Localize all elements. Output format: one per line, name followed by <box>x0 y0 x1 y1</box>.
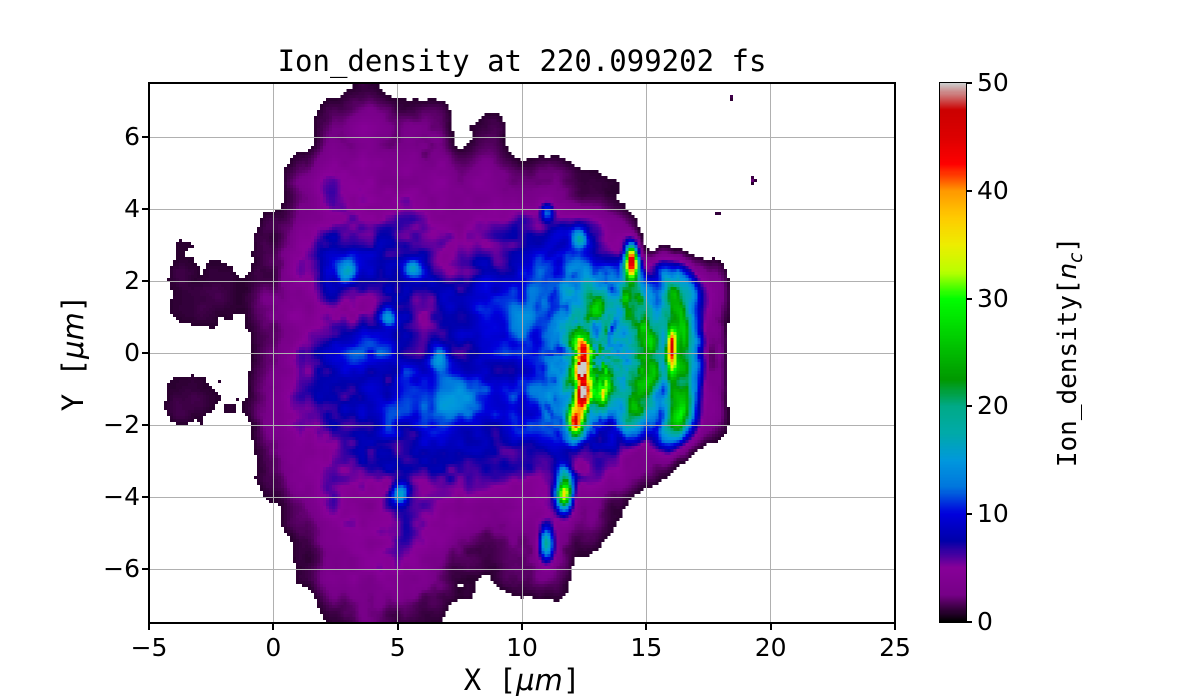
x-tick-mark <box>894 623 896 630</box>
gridline-horizontal <box>149 280 895 282</box>
x-tick-mark <box>769 623 772 630</box>
gridline-horizontal <box>149 424 895 426</box>
colorbar-tick-label: 10 <box>977 499 1009 529</box>
x-label-math: μm <box>516 663 563 697</box>
x-tick-mark <box>396 623 399 630</box>
colorbar-tick-label: 20 <box>977 391 1009 421</box>
x-label-suffix: ] <box>562 663 581 697</box>
colorbar-tick-mark <box>966 621 972 623</box>
y-tick-mark <box>142 208 149 210</box>
colorbar-tick-label: 50 <box>977 68 1009 97</box>
colorbar-tick-label: 0 <box>977 607 993 636</box>
x-axis-label: X [μm] <box>149 663 895 700</box>
colorbar-tick-mark <box>966 189 972 192</box>
x-label-prefix: X [ <box>463 663 517 697</box>
y-tick-label: 6 <box>124 122 140 151</box>
y-tick-label: 4 <box>124 194 140 223</box>
x-tick-label: 20 <box>754 633 787 662</box>
y-tick-mark <box>142 568 149 570</box>
colorbar-label-sub: c <box>1066 252 1088 263</box>
colorbar-tick-label: 40 <box>977 175 1009 205</box>
colorbar-label-suffix: ] <box>1052 236 1083 253</box>
x-tick-label: 25 <box>879 633 911 662</box>
y-tick-mark <box>142 496 149 498</box>
y-label-suffix: ] <box>56 294 90 313</box>
x-tick-mark <box>521 623 523 630</box>
x-tick-mark <box>645 623 648 630</box>
y-tick-label: 0 <box>124 338 140 367</box>
colorbar-gradient <box>940 83 966 622</box>
colorbar-tick-mark <box>966 82 972 84</box>
x-tick-label: 10 <box>506 633 538 662</box>
gridline-horizontal <box>149 352 895 354</box>
gridline-horizontal <box>149 568 895 570</box>
gridline-horizontal <box>149 136 895 138</box>
colorbar-tick-label: 30 <box>977 283 1009 313</box>
x-tick-mark <box>272 623 275 630</box>
colorbar-tick-mark <box>966 297 972 300</box>
y-tick-mark <box>142 280 149 282</box>
y-tick-label: 2 <box>124 266 140 295</box>
x-tick-label: −5 <box>130 633 168 662</box>
x-tick-label: 5 <box>389 633 406 662</box>
y-label-math: μm <box>56 312 90 359</box>
axes-spines <box>148 82 896 624</box>
y-tick-mark <box>142 424 149 426</box>
x-tick-mark <box>148 623 150 630</box>
colorbar-label-prefix: Ion_density[ <box>1052 279 1083 468</box>
gridline-horizontal <box>149 496 895 498</box>
colorbar-label-math: n <box>1052 262 1083 280</box>
colorbar-outline <box>939 82 967 623</box>
y-tick-label: −6 <box>103 554 140 583</box>
gridline-horizontal <box>149 208 895 210</box>
plot-title: Ion_density at 220.099202 fs <box>277 44 767 78</box>
colorbar-tick-mark <box>966 405 972 408</box>
x-tick-label: 15 <box>630 633 663 662</box>
y-tick-mark <box>142 136 149 138</box>
x-tick-label: 0 <box>265 633 282 662</box>
y-label-prefix: Y [ <box>56 358 90 412</box>
y-tick-label: −4 <box>103 482 140 511</box>
colorbar-tick-mark <box>966 513 972 516</box>
y-tick-label: −2 <box>103 410 140 439</box>
y-tick-mark <box>142 352 149 354</box>
